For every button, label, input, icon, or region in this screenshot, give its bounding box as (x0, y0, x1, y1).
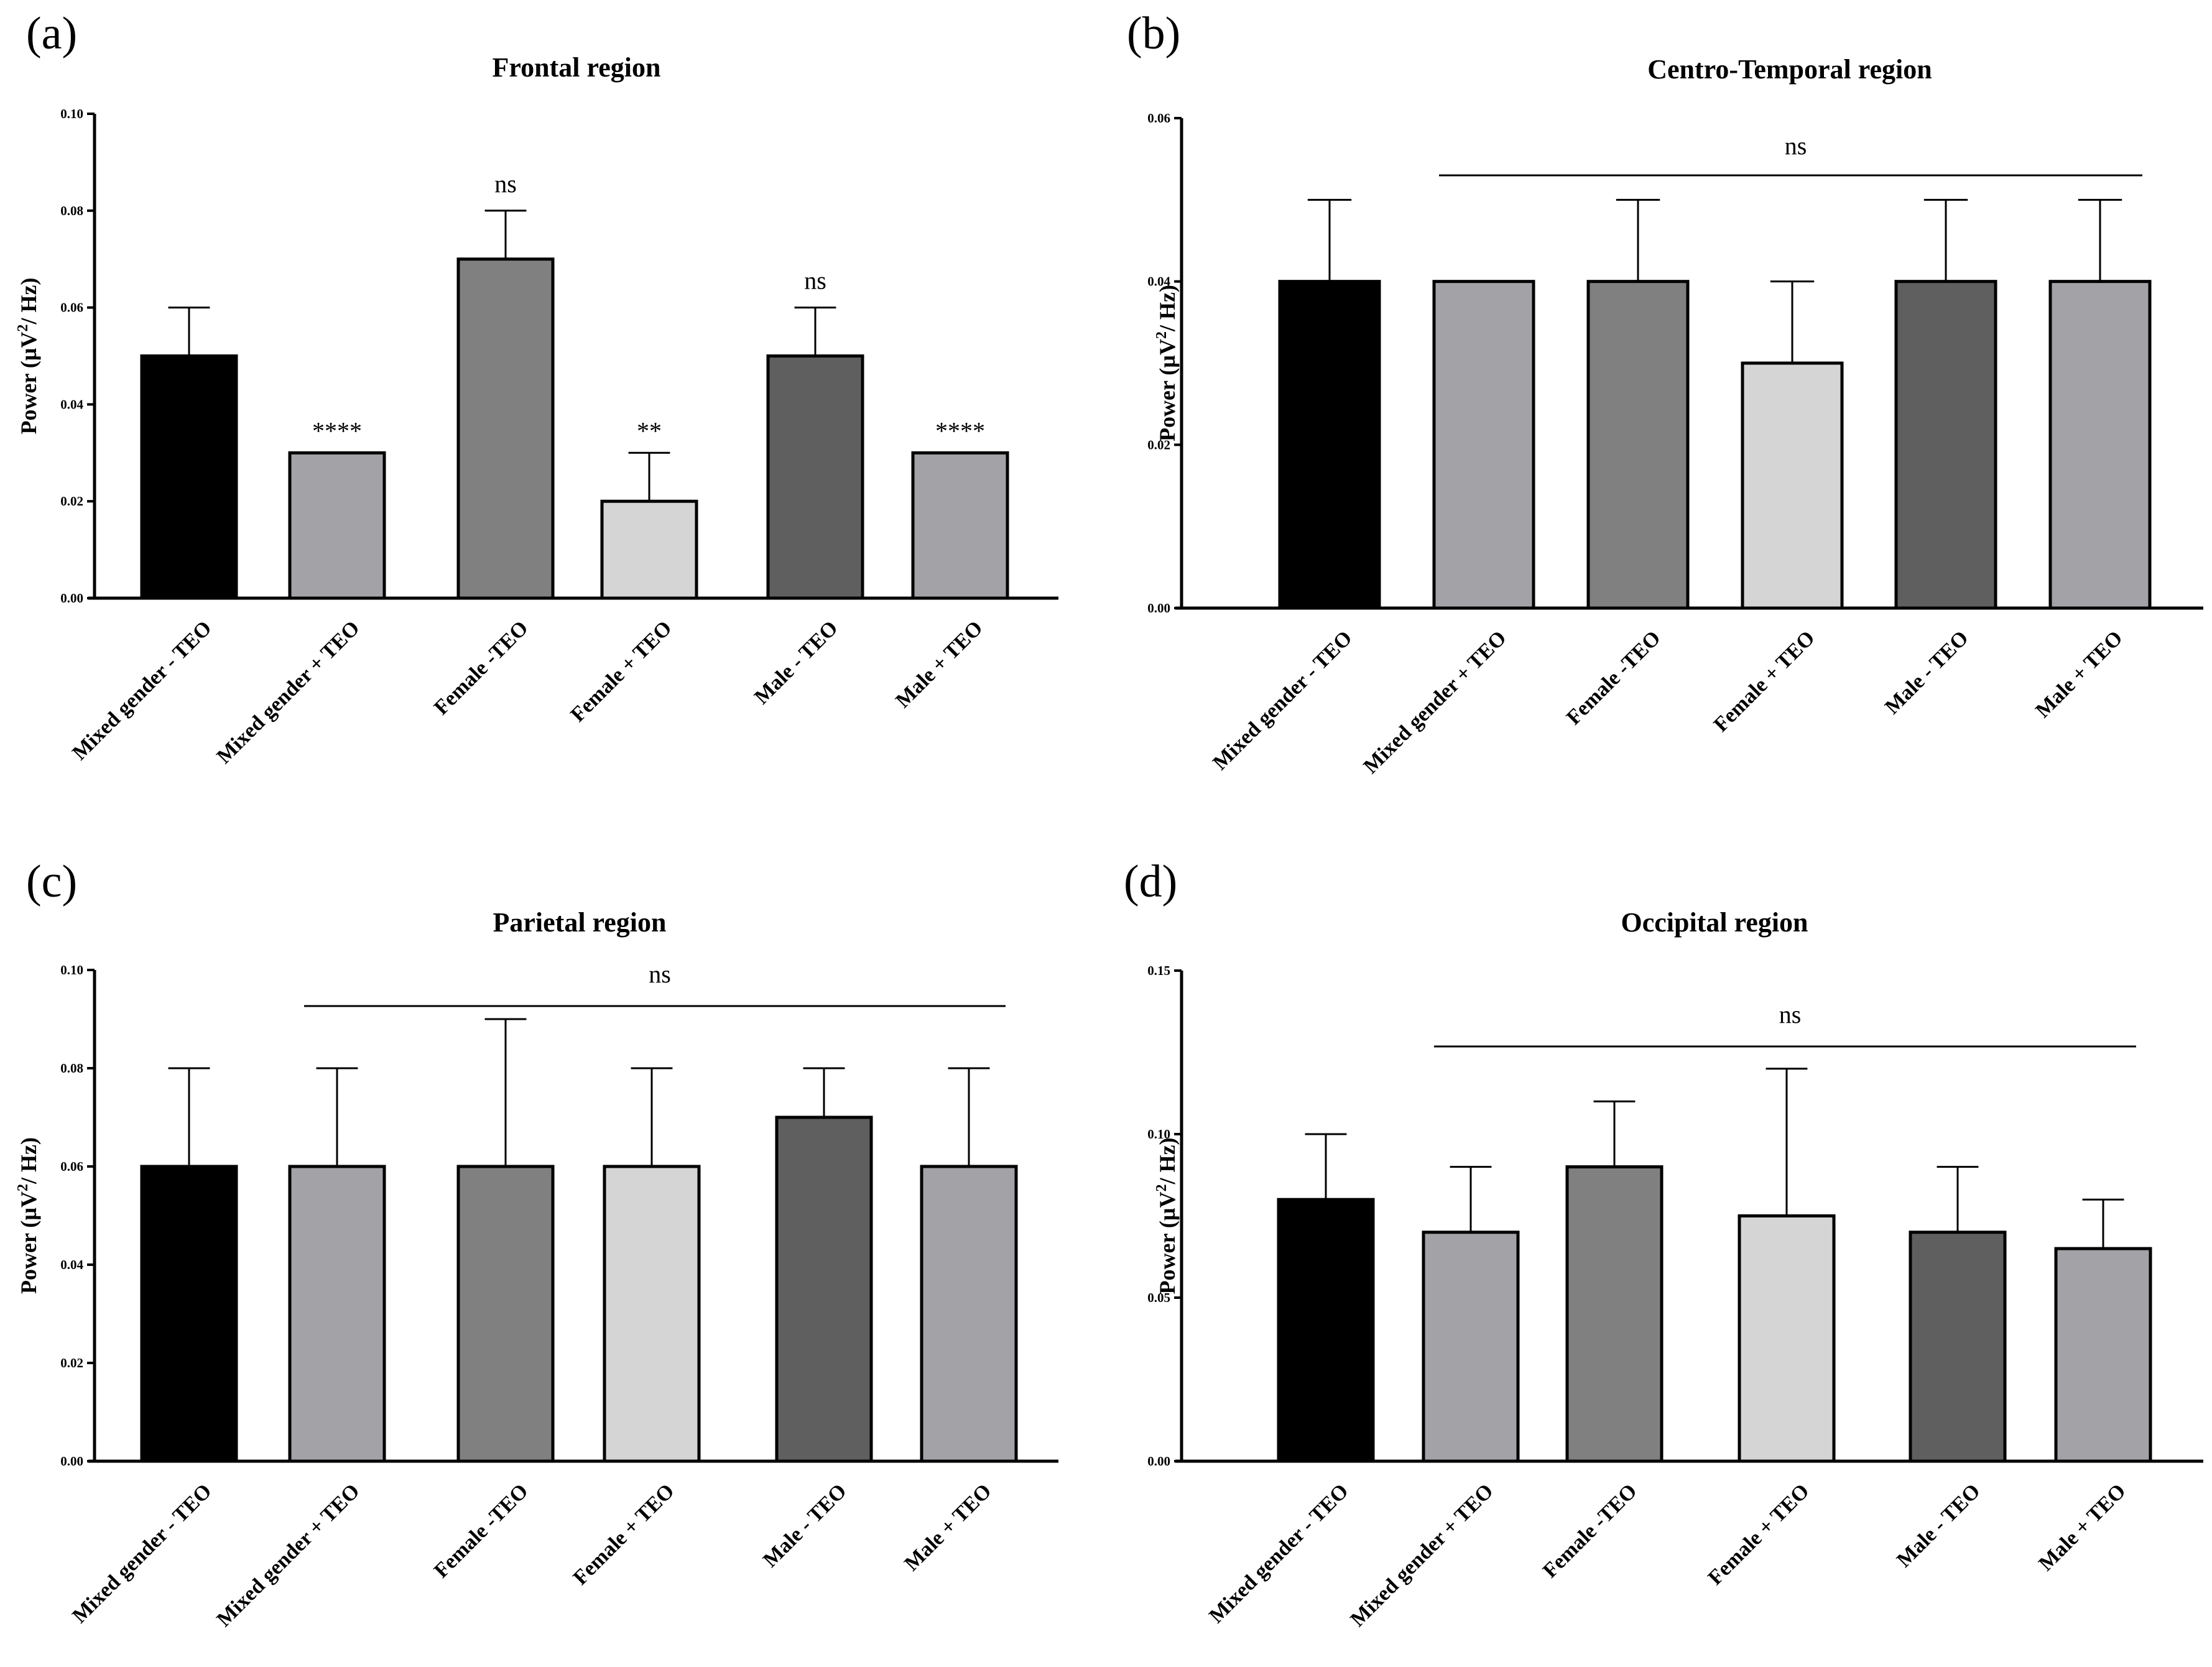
category-label: Mixed gender - TEO (68, 616, 216, 764)
y-tick-label: 0.08 (60, 1061, 83, 1076)
category-label: Male + TEO (2034, 1479, 2130, 1575)
category-label: Female -TEO (430, 1479, 533, 1582)
bar-mixed-gender-teo (1278, 280, 1381, 610)
category-label: Male - TEO (1892, 1479, 1985, 1572)
y-tick-label: 0.02 (60, 1355, 83, 1370)
chart-title: Occipital region (1621, 907, 1808, 938)
bar-male-teo (911, 451, 1009, 600)
bar-female-teo (600, 499, 698, 600)
significance-label: **** (312, 417, 362, 445)
y-tick-label: 0.10 (60, 106, 83, 121)
category-label: Mixed gender - TEO (1205, 1479, 1353, 1627)
category-label: Male - TEO (1881, 626, 1973, 719)
category-label: Female + TEO (1710, 626, 1820, 736)
bar-male-teo (1909, 1231, 2007, 1463)
bar-female-teo (1741, 361, 1844, 610)
category-label: Female + TEO (1704, 1479, 1814, 1589)
bar-male-teo (766, 354, 864, 600)
y-tick-label: 0.06 (1147, 111, 1170, 126)
y-tick-label: 0.05 (1147, 1290, 1170, 1305)
chart-title: Frontal region (493, 52, 661, 83)
panel-label: (c) (26, 856, 77, 907)
y-tick-label: 0.10 (60, 963, 83, 977)
y-axis-label: Power (µV2/ Hz) (1154, 285, 1180, 441)
panel-occipital: (d) Occipital region Power (µV2/ Hz) Mixed … (1124, 856, 2203, 1632)
category-label: Male + TEO (900, 1479, 996, 1575)
bar-mixed-gender-teo (140, 354, 238, 600)
y-tick-label: 0.02 (60, 494, 83, 509)
bar-mixed-gender-teo (288, 1165, 386, 1463)
y-tick-label: 0.00 (60, 591, 83, 606)
chart-title: Parietal region (493, 907, 667, 938)
bar-mixed-gender-teo (140, 1165, 238, 1463)
category-label: Mixed gender - TEO (68, 1479, 216, 1627)
significance-label: ns (494, 170, 517, 198)
bar-female-teo (456, 257, 555, 600)
panel-label: (d) (1124, 856, 1177, 907)
bar-female-teo (1565, 1165, 1664, 1463)
y-tick-label: 0.10 (1147, 1127, 1170, 1142)
category-label: Male - TEO (759, 1479, 851, 1572)
y-tick-label: 0.04 (60, 397, 83, 412)
y-axis-label: Power (µV2/ Hz) (15, 1137, 41, 1294)
significance-label: ns (649, 960, 671, 988)
category-label: Male + TEO (891, 616, 987, 712)
bar-female-teo (1738, 1214, 1836, 1463)
category-label: Female -TEO (430, 616, 533, 719)
y-tick-label: 0.06 (60, 300, 83, 315)
bar-male-teo (2048, 280, 2152, 610)
y-axis-label: Power (µV2/ Hz) (15, 277, 41, 434)
bar-female-teo (1586, 280, 1690, 610)
bar-mixed-gender-teo (1432, 280, 1535, 610)
y-tick-label: 0.04 (60, 1257, 83, 1272)
y-tick-label: 0.00 (60, 1454, 83, 1469)
bar-mixed-gender-teo (288, 451, 386, 600)
significance-label: ns (1779, 1000, 1802, 1028)
bar-male-teo (775, 1115, 873, 1463)
significance-label: ** (637, 417, 662, 445)
significance-label: ns (804, 267, 826, 295)
category-label: Mixed gender + TEO (213, 1479, 364, 1631)
panel-centro-temporal: (b) Centro-Temporal region Power (µV2/ Hz)… (1127, 8, 2203, 778)
category-label: Male - TEO (750, 616, 843, 709)
category-label: Mixed gender - TEO (1208, 626, 1356, 774)
significance-label: ns (1785, 132, 1807, 160)
bar-male-teo (2054, 1247, 2152, 1463)
category-label: Female -TEO (1539, 1479, 1642, 1582)
category-label: Female + TEO (569, 1479, 679, 1589)
panel-label: (a) (26, 8, 77, 59)
y-tick-label: 0.08 (60, 203, 83, 218)
y-tick-label: 0.15 (1147, 963, 1170, 978)
bar-mixed-gender-teo (1422, 1231, 1520, 1463)
category-label: Male + TEO (2031, 626, 2127, 722)
y-tick-label: 0.02 (1147, 437, 1170, 452)
category-label: Mixed gender + TEO (1359, 626, 1511, 778)
y-axis-label: Power (µV2/ Hz) (1154, 1137, 1180, 1294)
bar-female-teo (603, 1165, 701, 1463)
y-tick-label: 0.00 (1147, 1454, 1170, 1469)
bar-female-teo (456, 1165, 555, 1463)
bar-male-teo (920, 1165, 1018, 1463)
panel-label: (b) (1127, 8, 1180, 59)
category-label: Female + TEO (567, 616, 677, 726)
bar-mixed-gender-teo (1277, 1198, 1375, 1463)
significance-label: **** (935, 417, 985, 445)
y-tick-label: 0.00 (1147, 601, 1170, 616)
chart-title: Centro-Temporal region (1647, 54, 1932, 85)
y-tick-label: 0.06 (60, 1159, 83, 1174)
y-tick-label: 0.04 (1147, 274, 1170, 289)
panel-frontal: (a) Frontal region Power (µV2/ Hz) Mixed ge… (15, 8, 1058, 769)
panel-parietal: (c) Parietal region Power (µV2/ Hz) Mixed g… (15, 856, 1058, 1632)
category-label: Mixed gender + TEO (1346, 1479, 1498, 1631)
category-label: Mixed gender + TEO (213, 616, 364, 768)
bar-male-teo (1894, 280, 1997, 610)
category-label: Female -TEO (1562, 626, 1665, 729)
